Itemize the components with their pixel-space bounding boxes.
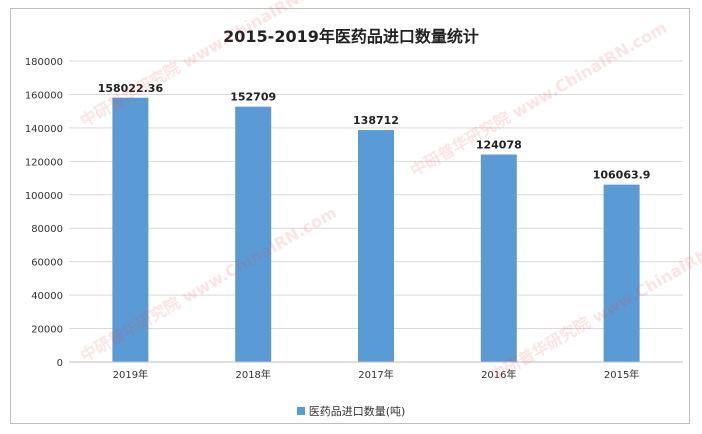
bar bbox=[235, 106, 272, 362]
data-label: 124078 bbox=[476, 139, 522, 152]
y-tick-label: 100000 bbox=[25, 191, 63, 202]
legend-swatch bbox=[296, 407, 305, 415]
y-tick-label: 160000 bbox=[25, 90, 63, 101]
data-label: 158022.36 bbox=[98, 82, 164, 95]
legend: 医药品进口数量(吨) bbox=[11, 403, 691, 419]
bar-chart: 0 20000 40000 60000 80000 100000 120000 140000 1… bbox=[25, 57, 683, 381]
x-tick-label: 2015年 bbox=[604, 368, 639, 381]
y-tick-label: 20000 bbox=[31, 325, 63, 336]
bar bbox=[358, 130, 394, 362]
data-label: 106063.9 bbox=[593, 169, 651, 182]
bar bbox=[603, 184, 640, 362]
y-tick-label: 180000 bbox=[25, 57, 63, 68]
bars bbox=[112, 97, 640, 362]
x-tick-label: 2017年 bbox=[358, 368, 393, 381]
y-axis: 0 20000 40000 60000 80000 100000 120000 140000 1… bbox=[25, 57, 63, 369]
data-label: 152709 bbox=[230, 91, 276, 104]
bar bbox=[480, 154, 517, 362]
data-label: 138712 bbox=[353, 114, 399, 127]
x-tick-label: 2019年 bbox=[113, 368, 148, 381]
y-tick-label: 0 bbox=[57, 358, 63, 369]
chart-title: 2015-2019年医药品进口数量统计 bbox=[223, 27, 479, 46]
y-tick-label: 80000 bbox=[31, 224, 63, 235]
y-tick-label: 60000 bbox=[31, 258, 63, 269]
x-tick-label: 2018年 bbox=[235, 368, 270, 381]
y-tick-label: 40000 bbox=[31, 291, 63, 302]
y-tick-label: 140000 bbox=[25, 124, 63, 135]
x-tick-label: 2016年 bbox=[481, 368, 516, 381]
x-axis: 2019年 2018年 2017年 2016年 2015年 bbox=[69, 361, 683, 381]
bar bbox=[112, 97, 149, 362]
y-tick-label: 120000 bbox=[25, 157, 63, 168]
legend-label: 医药品进口数量(吨) bbox=[308, 405, 406, 418]
chart-frame: 2015-2019年医药品进口数量统计 0 20000 40000 60000 8000… bbox=[10, 0, 702, 424]
data-labels: 158022.36 152709 138712 124078 106063.9 bbox=[98, 82, 651, 182]
